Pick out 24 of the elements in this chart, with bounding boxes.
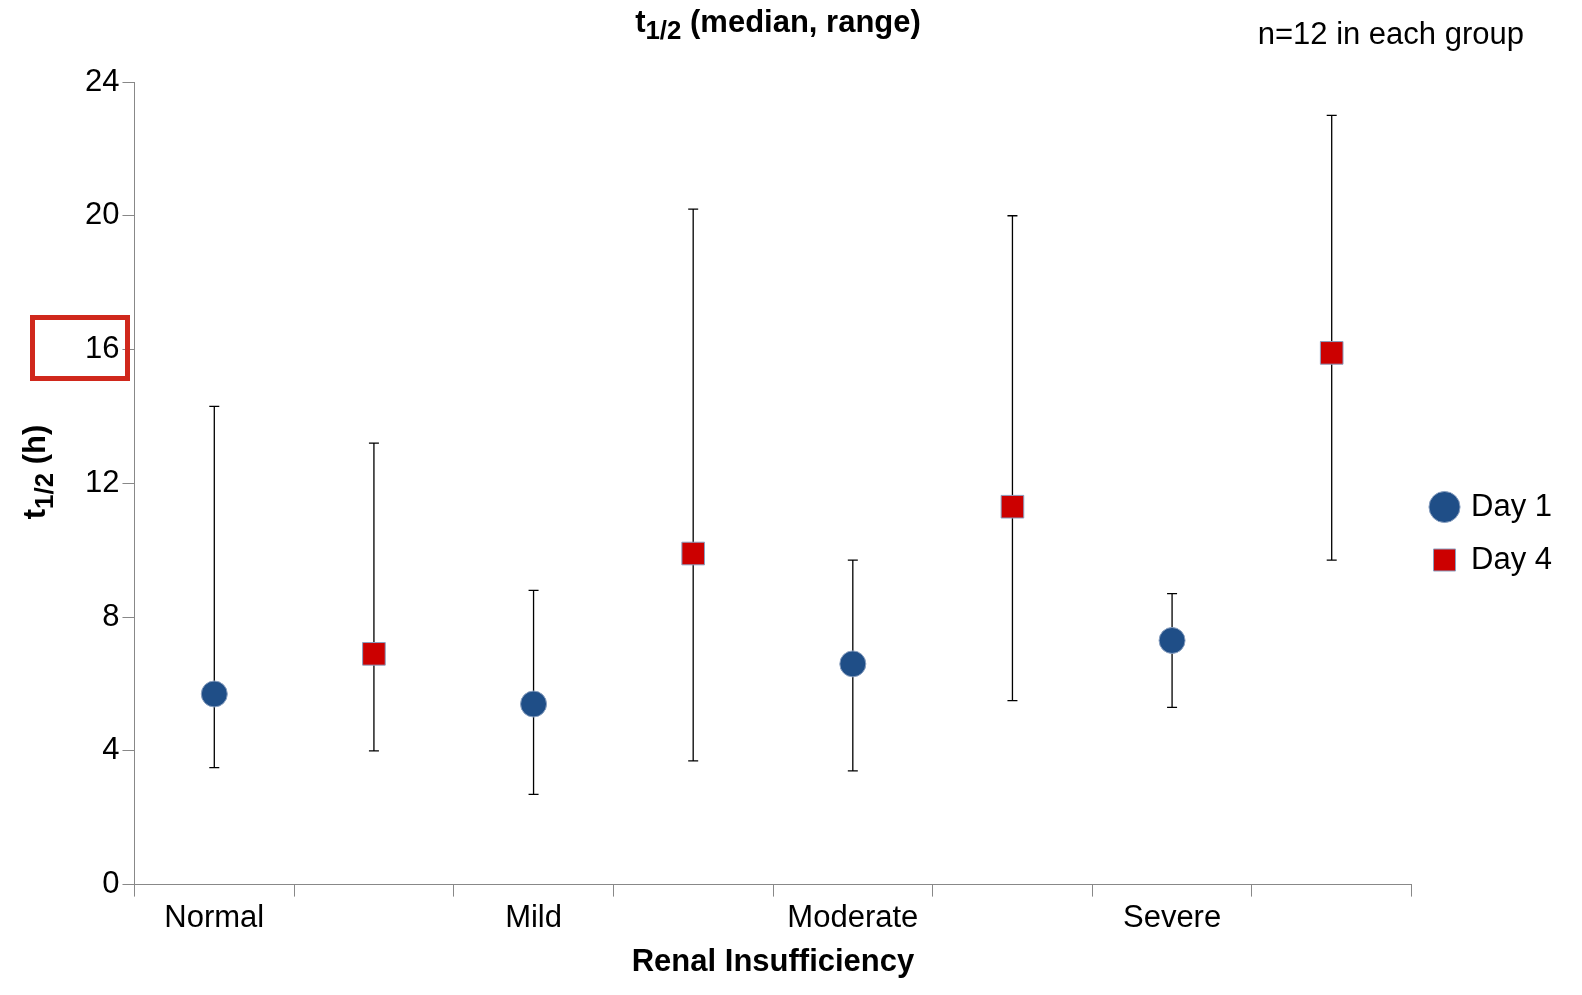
legend-label: Day 4 — [1471, 540, 1552, 576]
y-tick-label: 12 — [85, 463, 120, 499]
point — [1319, 341, 1344, 365]
y-tick-label: 0 — [102, 865, 120, 901]
point — [520, 690, 548, 718]
point — [1158, 626, 1186, 654]
y-tick-label: 24 — [85, 62, 120, 98]
chart-title: t$_{1/2}$ (median, range) — [635, 4, 921, 45]
y-tick-label: 4 — [102, 731, 120, 767]
x-tick-label: Moderate — [787, 898, 919, 934]
text: n=12 in each group — [1257, 16, 1524, 52]
x-tick-label: Severe — [1122, 898, 1222, 934]
point — [1000, 494, 1025, 519]
y-tick-label: 20 — [85, 196, 120, 232]
legend-label: Day 1 — [1471, 487, 1552, 523]
point — [839, 650, 867, 678]
x-tick-label: Mild — [505, 898, 562, 934]
point — [681, 541, 705, 566]
point — [200, 680, 228, 708]
x-tick-label: Normal — [164, 898, 265, 934]
y-tick-label: 8 — [102, 597, 120, 633]
point — [362, 642, 386, 666]
y-tick-label: 16 — [85, 330, 120, 366]
x-axis-title: Renal Insufficiency — [631, 942, 916, 978]
